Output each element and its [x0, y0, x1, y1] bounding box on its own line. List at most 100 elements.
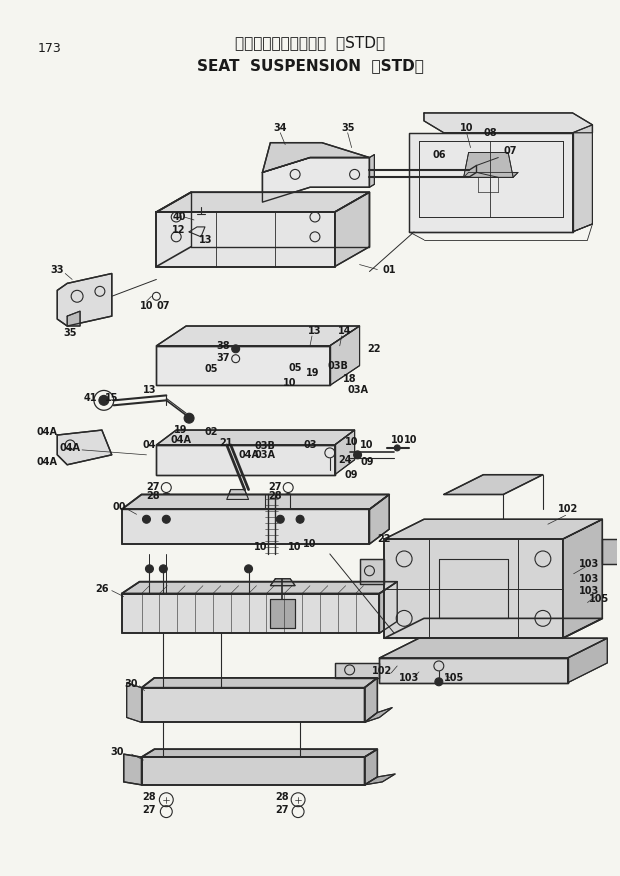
Circle shape: [162, 515, 170, 523]
Text: 24: 24: [338, 455, 352, 465]
Text: 13: 13: [199, 235, 213, 244]
Polygon shape: [67, 311, 80, 326]
Text: 10: 10: [404, 435, 418, 445]
Text: 01: 01: [383, 265, 396, 274]
Text: 10: 10: [140, 301, 153, 311]
Text: 10: 10: [303, 539, 317, 549]
Text: 102: 102: [372, 666, 392, 676]
Polygon shape: [156, 445, 335, 475]
Polygon shape: [156, 326, 360, 346]
Text: 05: 05: [204, 364, 218, 374]
Text: 10: 10: [460, 123, 473, 133]
Polygon shape: [156, 346, 330, 385]
Polygon shape: [360, 559, 384, 583]
Polygon shape: [424, 113, 593, 133]
Text: 12: 12: [172, 225, 186, 235]
Polygon shape: [335, 192, 370, 266]
Polygon shape: [57, 273, 112, 326]
Polygon shape: [122, 594, 379, 633]
Polygon shape: [464, 173, 518, 177]
Text: 10: 10: [391, 435, 404, 445]
Polygon shape: [270, 598, 295, 628]
Text: 13: 13: [308, 326, 322, 336]
Polygon shape: [365, 749, 378, 785]
Polygon shape: [409, 133, 573, 232]
Text: 28: 28: [275, 792, 289, 802]
Text: 06: 06: [432, 150, 446, 159]
Text: 03A: 03A: [255, 450, 276, 460]
Text: 03B: 03B: [327, 361, 348, 371]
Polygon shape: [122, 494, 389, 509]
Text: 35: 35: [63, 328, 77, 338]
Text: 05: 05: [288, 363, 302, 372]
Text: 04A: 04A: [37, 456, 58, 467]
Text: 21: 21: [219, 438, 232, 448]
Text: 28: 28: [268, 491, 282, 501]
Text: 40: 40: [172, 212, 186, 222]
Text: 13: 13: [143, 385, 156, 395]
Polygon shape: [335, 430, 355, 475]
Text: 10: 10: [283, 378, 297, 387]
Text: 22: 22: [368, 343, 381, 354]
Polygon shape: [370, 154, 374, 187]
Text: 27: 27: [143, 805, 156, 815]
Circle shape: [159, 565, 167, 573]
Text: 30: 30: [110, 747, 123, 757]
Text: 09: 09: [345, 470, 358, 480]
Polygon shape: [156, 430, 355, 445]
Text: 30: 30: [125, 679, 138, 689]
Text: 04A: 04A: [60, 443, 81, 453]
Polygon shape: [156, 212, 335, 266]
Text: 14: 14: [338, 326, 352, 336]
Polygon shape: [365, 774, 395, 785]
Circle shape: [232, 345, 240, 353]
Text: 28: 28: [146, 491, 160, 501]
Circle shape: [143, 515, 151, 523]
Text: 103: 103: [579, 586, 600, 596]
Polygon shape: [122, 582, 397, 594]
Polygon shape: [365, 708, 392, 723]
Polygon shape: [384, 519, 603, 539]
Polygon shape: [370, 494, 389, 544]
Text: 33: 33: [51, 265, 64, 274]
Polygon shape: [126, 682, 141, 723]
Text: 103: 103: [579, 574, 600, 583]
Polygon shape: [384, 539, 563, 639]
Text: 15: 15: [105, 393, 118, 403]
Text: 03A: 03A: [347, 385, 368, 395]
Text: 04A: 04A: [170, 435, 192, 445]
Text: 10: 10: [360, 440, 373, 450]
Polygon shape: [141, 757, 365, 785]
Polygon shape: [379, 639, 608, 658]
Polygon shape: [568, 639, 608, 682]
Text: 04A: 04A: [238, 450, 259, 460]
Text: 02: 02: [204, 427, 218, 437]
Circle shape: [162, 493, 170, 501]
Polygon shape: [122, 509, 370, 544]
Text: 103: 103: [399, 673, 419, 682]
Polygon shape: [573, 125, 593, 232]
Text: 04A: 04A: [37, 427, 58, 437]
Text: 07: 07: [157, 301, 170, 311]
Polygon shape: [603, 539, 620, 564]
Text: 22: 22: [378, 534, 391, 544]
Text: SEAT  SUSPENSION  〈STD〉: SEAT SUSPENSION 〈STD〉: [197, 59, 423, 74]
Text: 08: 08: [484, 128, 497, 138]
Text: 18: 18: [343, 373, 356, 384]
Polygon shape: [141, 749, 378, 757]
Text: 105: 105: [589, 594, 609, 604]
Text: 27: 27: [268, 482, 282, 491]
Polygon shape: [270, 579, 295, 586]
Circle shape: [394, 445, 400, 451]
Text: 35: 35: [341, 123, 355, 133]
Text: 10: 10: [345, 437, 358, 447]
Polygon shape: [156, 192, 370, 212]
Polygon shape: [330, 326, 360, 385]
Text: 37: 37: [216, 353, 229, 363]
Polygon shape: [141, 678, 378, 688]
Text: 105: 105: [443, 673, 464, 682]
Text: 27: 27: [147, 482, 160, 491]
Circle shape: [296, 515, 304, 523]
Text: 102: 102: [557, 505, 578, 514]
Polygon shape: [379, 582, 397, 633]
